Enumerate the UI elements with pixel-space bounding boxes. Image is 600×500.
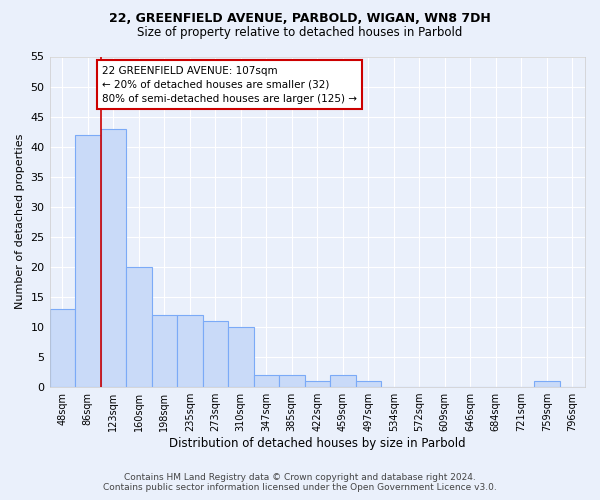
Bar bbox=[75, 134, 101, 387]
Bar bbox=[50, 309, 75, 387]
Bar bbox=[203, 321, 228, 387]
Y-axis label: Number of detached properties: Number of detached properties bbox=[15, 134, 25, 310]
Bar bbox=[228, 327, 254, 387]
Bar bbox=[126, 267, 152, 387]
Text: Size of property relative to detached houses in Parbold: Size of property relative to detached ho… bbox=[137, 26, 463, 39]
Bar bbox=[305, 381, 330, 387]
Bar bbox=[534, 381, 560, 387]
Bar bbox=[177, 315, 203, 387]
Bar bbox=[356, 381, 381, 387]
Bar bbox=[279, 375, 305, 387]
Text: Contains HM Land Registry data © Crown copyright and database right 2024.
Contai: Contains HM Land Registry data © Crown c… bbox=[103, 473, 497, 492]
Bar bbox=[330, 375, 356, 387]
Bar bbox=[152, 315, 177, 387]
Text: 22, GREENFIELD AVENUE, PARBOLD, WIGAN, WN8 7DH: 22, GREENFIELD AVENUE, PARBOLD, WIGAN, W… bbox=[109, 12, 491, 26]
X-axis label: Distribution of detached houses by size in Parbold: Distribution of detached houses by size … bbox=[169, 437, 466, 450]
Bar bbox=[254, 375, 279, 387]
Text: 22 GREENFIELD AVENUE: 107sqm
← 20% of detached houses are smaller (32)
80% of se: 22 GREENFIELD AVENUE: 107sqm ← 20% of de… bbox=[102, 66, 357, 104]
Bar bbox=[101, 128, 126, 387]
